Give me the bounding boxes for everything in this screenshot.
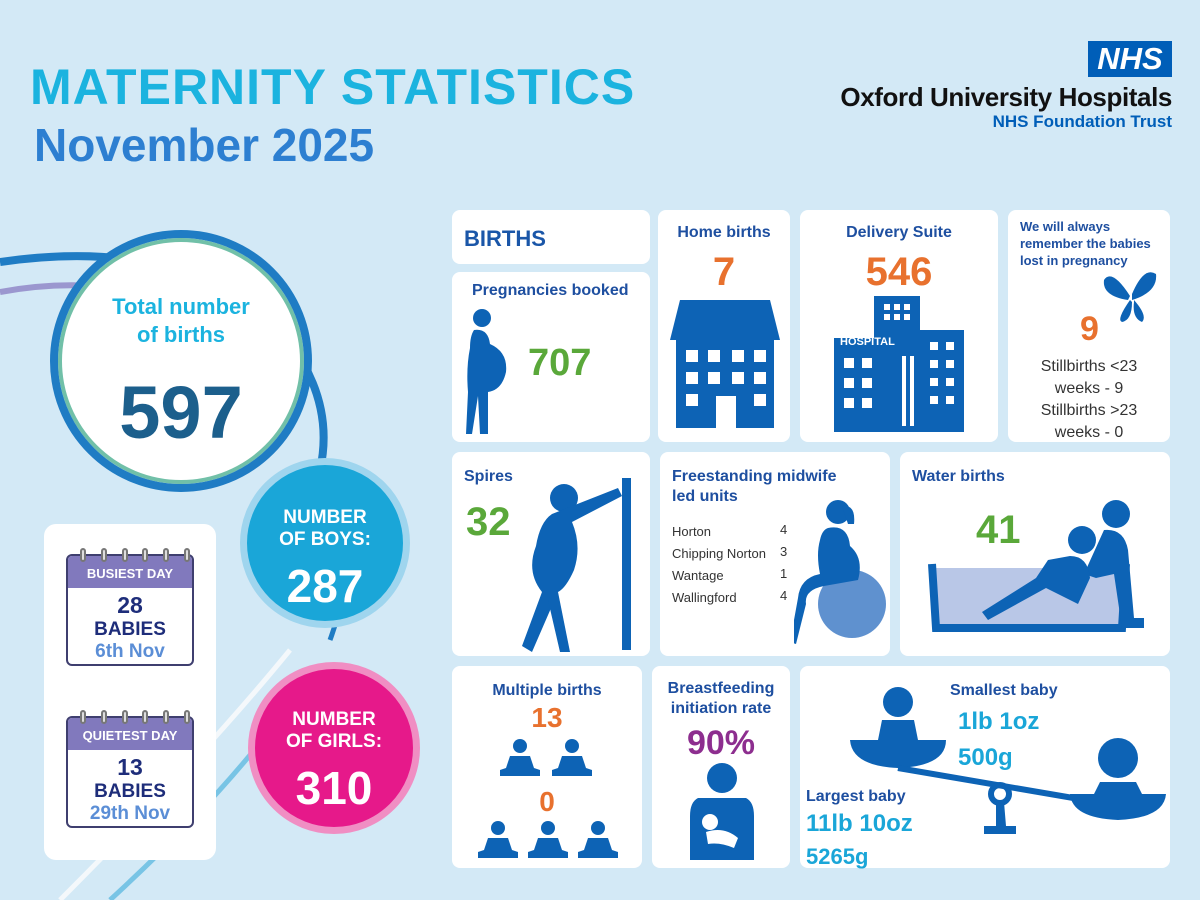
quietest-day-count: 13 bbox=[117, 754, 143, 780]
boys-label-1: NUMBER bbox=[283, 507, 367, 528]
stillbirths-gt-23-line2: weeks - 0 bbox=[1054, 424, 1124, 441]
busiest-day-calendar: BUSIEST DAY 28 BABIES 6th Nov bbox=[66, 554, 194, 666]
midwife-units-label-2: led units bbox=[672, 488, 738, 505]
midwife-units-label-1: Freestanding midwife bbox=[672, 468, 837, 485]
spires-label: Spires bbox=[464, 468, 513, 485]
multiple-births-card: Multiple births 13 0 bbox=[452, 666, 642, 868]
page-title: MATERNITY STATISTICS bbox=[30, 59, 636, 115]
triplets-babies-icon bbox=[478, 821, 618, 858]
unit-chipping-norton-value: 3 bbox=[780, 544, 788, 559]
breastfeeding-label-2: initiation rate bbox=[670, 700, 772, 717]
breastfeeding-label-1: Breastfeeding bbox=[667, 680, 775, 697]
seesaw-scale-icon bbox=[850, 687, 1166, 834]
hospital-sign: HOSPITAL bbox=[840, 336, 895, 348]
unit-wallingford-value: 4 bbox=[780, 588, 788, 603]
pregnant-woman-icon bbox=[466, 309, 507, 434]
breastfeeding-value: 90% bbox=[686, 724, 756, 762]
pregnancies-card: Pregnancies booked 707 bbox=[452, 272, 650, 442]
unit-wantage-name: Wantage bbox=[672, 568, 724, 583]
unit-chipping-norton-name: Chipping Norton bbox=[672, 546, 766, 561]
calendar-panel: BUSIEST DAY 28 BABIES 6th Nov QUIETEST D… bbox=[44, 524, 216, 860]
boys-circle: NUMBER OF BOYS: 287 bbox=[240, 458, 410, 628]
memorial-text: We will always remember the babies lost … bbox=[1020, 219, 1151, 268]
unit-wantage-value: 1 bbox=[780, 566, 788, 581]
hospital-icon bbox=[834, 296, 964, 432]
boys-label-2: OF BOYS: bbox=[279, 529, 371, 550]
busiest-day-date: 6th Nov bbox=[95, 641, 165, 662]
total-births-value: 597 bbox=[119, 371, 243, 454]
spires-card: Spires 32 bbox=[452, 452, 650, 656]
breastfeeding-card: Breastfeeding initiation rate 90% bbox=[652, 666, 790, 868]
midwife-units-card: Freestanding midwife led units Horton 4 … bbox=[660, 452, 890, 656]
smallest-baby-imperial: 1lb 1oz bbox=[958, 708, 1040, 735]
largest-baby-metric: 5265g bbox=[806, 844, 869, 869]
multiple-births-label: Multiple births bbox=[492, 682, 602, 699]
nhs-logo: NHS bbox=[1088, 41, 1172, 77]
delivery-suite-value: 546 bbox=[865, 250, 933, 294]
water-births-value: 41 bbox=[976, 508, 1021, 552]
quietest-day-date: 29th Nov bbox=[89, 803, 171, 824]
stillbirths-lt-23-line1: Stillbirths <23 bbox=[1040, 358, 1138, 375]
girls-label-2: OF GIRLS: bbox=[285, 731, 383, 752]
woman-leaning-icon bbox=[522, 478, 631, 652]
calendar-rings-bottom bbox=[80, 710, 190, 724]
busiest-day-count: 28 bbox=[117, 592, 143, 618]
girls-value: 310 bbox=[295, 762, 373, 814]
quietest-day-label: QUIETEST DAY bbox=[68, 718, 192, 750]
delivery-suite-card: Delivery Suite 546 HOSPITAL bbox=[800, 210, 998, 442]
unit-wallingford-name: Wallingford bbox=[672, 590, 737, 605]
breastfeeding-mother-icon bbox=[690, 763, 754, 860]
busiest-day-unit: BABIES bbox=[94, 619, 166, 640]
home-births-value: 7 bbox=[712, 250, 736, 294]
total-births-label-1: Total number bbox=[112, 294, 250, 319]
home-births-label: Home births bbox=[677, 224, 771, 241]
baby-weights-card: Smallest baby 1lb 1oz 500g Largest baby … bbox=[800, 666, 1170, 869]
stillbirths-gt-23-line1: Stillbirths >23 bbox=[1040, 402, 1138, 419]
girls-label-1: NUMBER bbox=[292, 709, 376, 730]
twins-babies-icon bbox=[500, 739, 592, 776]
largest-baby-imperial: 11lb 10oz bbox=[806, 810, 913, 837]
org-name: Oxford University Hospitals bbox=[840, 82, 1172, 112]
unit-horton-name: Horton bbox=[672, 524, 712, 539]
calendar-rings-top bbox=[80, 548, 190, 562]
quietest-day-calendar: QUIETEST DAY 13 BABIES 29th Nov bbox=[66, 716, 194, 828]
pregnancies-label: Pregnancies booked bbox=[472, 282, 629, 299]
memorial-card: We will always remember the babies lost … bbox=[1008, 210, 1170, 442]
girls-circle: NUMBER OF GIRLS: 310 bbox=[248, 662, 420, 834]
smallest-baby-metric: 500g bbox=[958, 744, 1013, 771]
stillbirths-lt-23-line2: weeks - 9 bbox=[1054, 380, 1124, 397]
boys-value: 287 bbox=[286, 560, 364, 612]
page-period: November 2025 bbox=[34, 119, 375, 171]
unit-horton-value: 4 bbox=[780, 522, 788, 537]
triplets-value: 0 bbox=[539, 786, 555, 817]
house-icon bbox=[670, 300, 780, 428]
births-heading: BIRTHS bbox=[464, 226, 546, 251]
water-births-label: Water births bbox=[912, 468, 1005, 485]
org-subtitle: NHS Foundation Trust bbox=[992, 112, 1172, 131]
quietest-day-unit: BABIES bbox=[94, 781, 166, 802]
twins-value: 13 bbox=[531, 702, 563, 733]
births-heading-card: BIRTHS bbox=[452, 210, 650, 264]
woman-on-birth-ball-icon bbox=[794, 500, 886, 644]
total-births-label-2: of births bbox=[137, 322, 225, 347]
spires-value: 32 bbox=[466, 500, 511, 544]
water-birth-icon bbox=[928, 500, 1144, 632]
pregnancies-value: 707 bbox=[528, 342, 592, 384]
butterfly-icon bbox=[1103, 272, 1157, 322]
stillbirths-value: 9 bbox=[1080, 310, 1099, 348]
largest-baby-label: Largest baby bbox=[806, 788, 906, 805]
home-births-card: Home births 7 bbox=[658, 210, 790, 442]
smallest-baby-label: Smallest baby bbox=[950, 682, 1058, 699]
total-births-circle: Total number of births 597 bbox=[50, 230, 312, 492]
busiest-day-label: BUSIEST DAY bbox=[68, 556, 192, 588]
water-births-card: Water births 41 bbox=[900, 452, 1170, 656]
delivery-suite-label: Delivery Suite bbox=[846, 224, 952, 241]
